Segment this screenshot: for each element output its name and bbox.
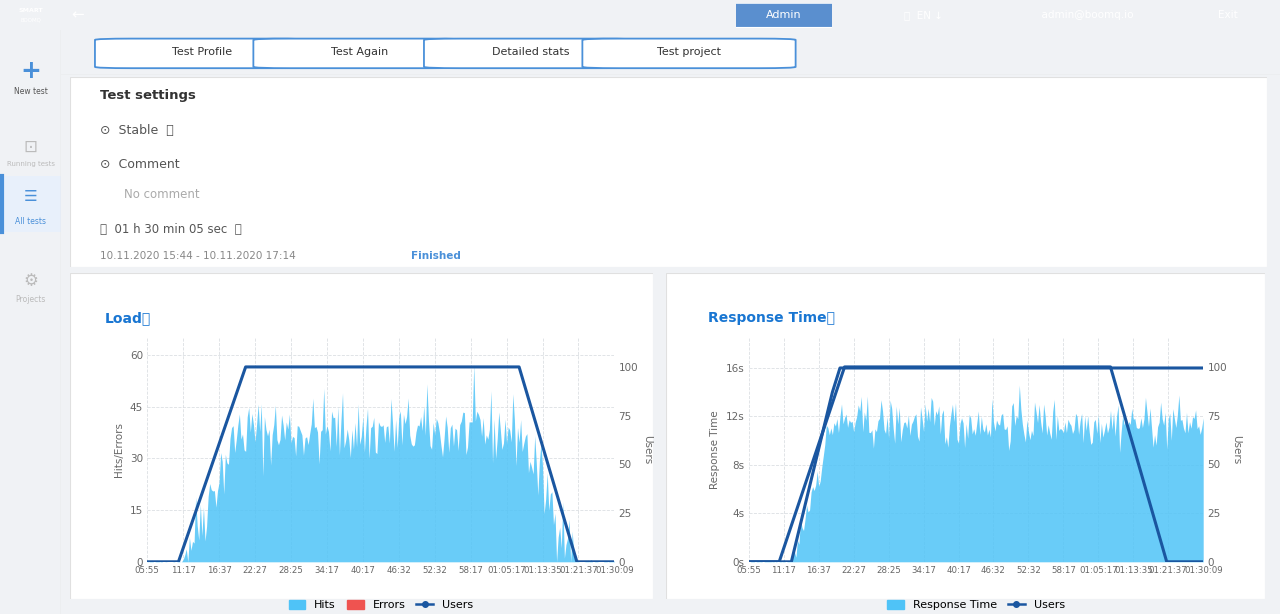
Text: Loadⓘ: Loadⓘ (105, 311, 151, 325)
Legend: Hits, Errors, Users: Hits, Errors, Users (284, 595, 477, 614)
Text: Test Again: Test Again (332, 47, 389, 58)
Text: Test project: Test project (657, 47, 721, 58)
Text: BOOMQ: BOOMQ (20, 17, 41, 22)
Y-axis label: Response Time: Response Time (710, 410, 721, 489)
Text: SMART: SMART (18, 8, 44, 13)
FancyBboxPatch shape (253, 39, 467, 68)
Text: Detailed stats: Detailed stats (492, 47, 570, 58)
Text: ⊙  Stable  ⓘ: ⊙ Stable ⓘ (100, 123, 174, 136)
FancyBboxPatch shape (95, 39, 308, 68)
Text: Admin: Admin (767, 10, 801, 20)
Text: Response Timeⓘ: Response Timeⓘ (708, 311, 835, 325)
Text: ⊡: ⊡ (24, 138, 37, 156)
Text: Finished: Finished (411, 251, 461, 261)
Text: Projects: Projects (15, 295, 46, 305)
Y-axis label: Hits/Errors: Hits/Errors (114, 422, 124, 477)
Text: 10.11.2020 15:44 - 10.11.2020 17:14: 10.11.2020 15:44 - 10.11.2020 17:14 (100, 251, 296, 261)
Text: ←: ← (70, 7, 83, 23)
Text: +: + (20, 59, 41, 83)
Text: admin@boomq.io: admin@boomq.io (1036, 10, 1133, 20)
FancyBboxPatch shape (731, 3, 837, 28)
FancyBboxPatch shape (0, 176, 61, 231)
Text: ☰: ☰ (24, 189, 37, 204)
FancyBboxPatch shape (666, 273, 1265, 599)
Text: 🔔  EN ↓: 🔔 EN ↓ (904, 10, 942, 20)
Legend: Response Time, Users: Response Time, Users (883, 595, 1069, 614)
Text: ⊙  Comment: ⊙ Comment (100, 158, 180, 171)
Text: Test Profile: Test Profile (172, 47, 232, 58)
Y-axis label: Users: Users (643, 435, 652, 464)
FancyBboxPatch shape (582, 39, 796, 68)
Text: ⏱  01 h 30 min 05 sec  ⓘ: ⏱ 01 h 30 min 05 sec ⓘ (100, 222, 242, 236)
FancyBboxPatch shape (70, 77, 1267, 267)
Y-axis label: Users: Users (1231, 435, 1240, 464)
Text: Exit: Exit (1217, 10, 1238, 20)
Text: ⚙: ⚙ (23, 272, 38, 290)
Text: All tests: All tests (15, 217, 46, 226)
Text: Test settings: Test settings (100, 89, 196, 103)
Text: No comment: No comment (124, 188, 200, 201)
Text: Running tests: Running tests (6, 161, 55, 168)
FancyBboxPatch shape (70, 273, 653, 599)
Text: New test: New test (14, 87, 47, 96)
FancyBboxPatch shape (424, 39, 637, 68)
